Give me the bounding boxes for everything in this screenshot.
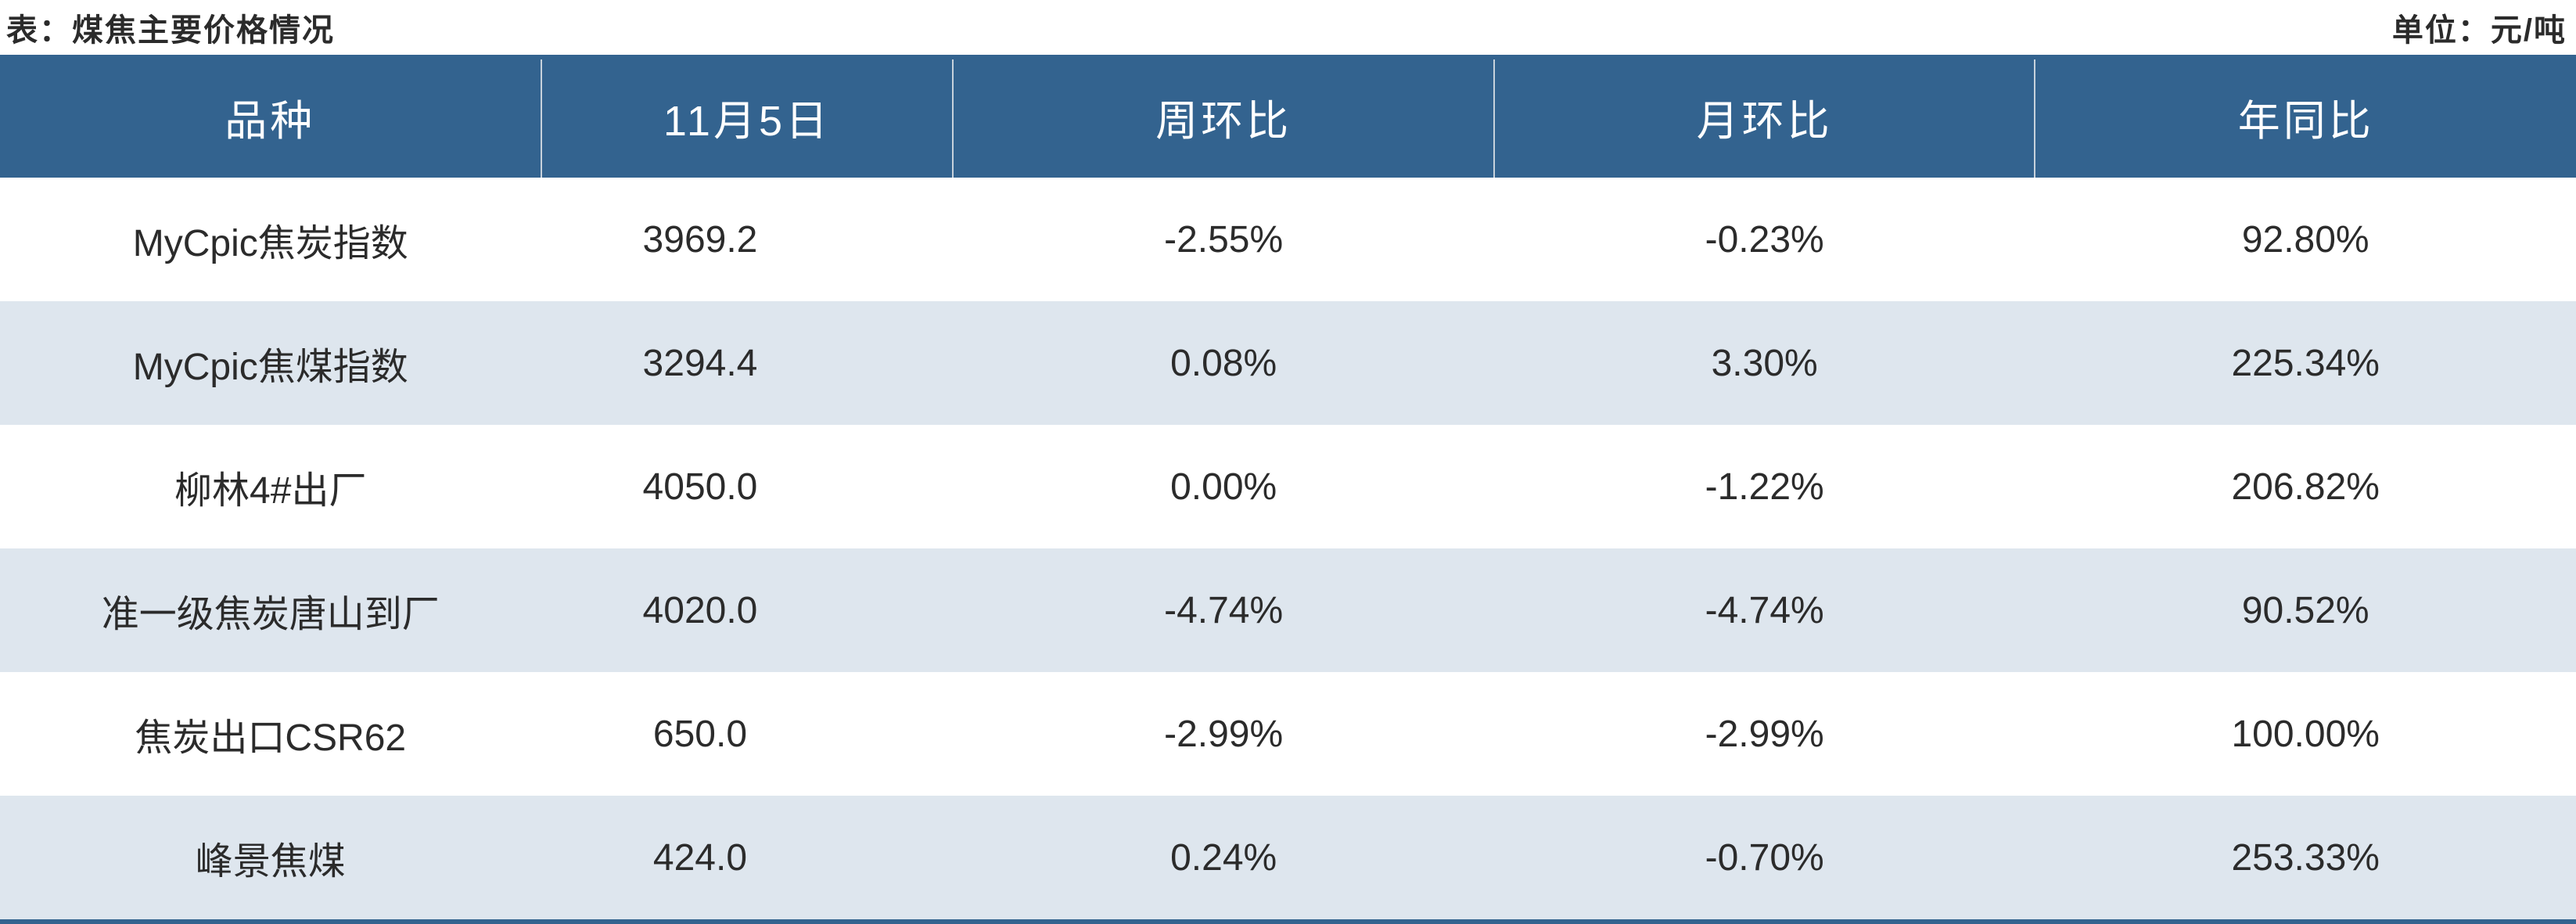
cell-wow: -4.74% xyxy=(953,548,1494,672)
table-row: MyCpic焦炭指数 3969.2 -2.55% -0.23% 92.80% xyxy=(0,178,2576,301)
cell-mom: -4.74% xyxy=(1494,548,2035,672)
table-body: MyCpic焦炭指数 3969.2 -2.55% -0.23% 92.80% M… xyxy=(0,178,2576,922)
cell-date: 650.0 xyxy=(541,672,954,796)
cell-yoy: 92.80% xyxy=(2035,178,2576,301)
table-head: 品种 11月5日 周环比 月环比 年同比 xyxy=(0,57,2576,178)
table-container: 表：煤焦主要价格情况 单位：元/吨 品种 11月5日 周环比 月环比 年同比 M… xyxy=(0,0,2576,924)
header-wow: 周环比 xyxy=(953,57,1494,178)
cell-wow: 0.08% xyxy=(953,301,1494,425)
table-row: 焦炭出口CSR62 650.0 -2.99% -2.99% 100.00% xyxy=(0,672,2576,796)
header-mom: 月环比 xyxy=(1494,57,2035,178)
cell-variety: MyCpic焦煤指数 xyxy=(0,301,541,425)
cell-date: 4020.0 xyxy=(541,548,954,672)
header-row: 品种 11月5日 周环比 月环比 年同比 xyxy=(0,57,2576,178)
cell-variety: 柳林4#出厂 xyxy=(0,425,541,548)
cell-mom: -2.99% xyxy=(1494,672,2035,796)
caption-left: 表：煤焦主要价格情况 xyxy=(6,5,335,50)
cell-yoy: 206.82% xyxy=(2035,425,2576,548)
caption-row: 表：煤焦主要价格情况 单位：元/吨 xyxy=(0,0,2576,55)
header-yoy: 年同比 xyxy=(2035,57,2576,178)
cell-mom: -0.23% xyxy=(1494,178,2035,301)
cell-variety: 焦炭出口CSR62 xyxy=(0,672,541,796)
cell-yoy: 100.00% xyxy=(2035,672,2576,796)
cell-date: 424.0 xyxy=(541,796,954,922)
cell-mom: -0.70% xyxy=(1494,796,2035,922)
table-row: MyCpic焦煤指数 3294.4 0.08% 3.30% 225.34% xyxy=(0,301,2576,425)
header-date: 11月5日 xyxy=(541,57,954,178)
cell-date: 3294.4 xyxy=(541,301,954,425)
cell-variety: MyCpic焦炭指数 xyxy=(0,178,541,301)
cell-variety: 准一级焦炭唐山到厂 xyxy=(0,548,541,672)
cell-yoy: 90.52% xyxy=(2035,548,2576,672)
cell-variety: 峰景焦煤 xyxy=(0,796,541,922)
cell-wow: 0.24% xyxy=(953,796,1494,922)
cell-wow: 0.00% xyxy=(953,425,1494,548)
cell-wow: -2.55% xyxy=(953,178,1494,301)
cell-yoy: 253.33% xyxy=(2035,796,2576,922)
table-row: 柳林4#出厂 4050.0 0.00% -1.22% 206.82% xyxy=(0,425,2576,548)
table-row: 准一级焦炭唐山到厂 4020.0 -4.74% -4.74% 90.52% xyxy=(0,548,2576,672)
price-table: 品种 11月5日 周环比 月环比 年同比 MyCpic焦炭指数 3969.2 -… xyxy=(0,55,2576,924)
cell-date: 3969.2 xyxy=(541,178,954,301)
caption-right: 单位：元/吨 xyxy=(2392,5,2567,50)
cell-date: 4050.0 xyxy=(541,425,954,548)
cell-yoy: 225.34% xyxy=(2035,301,2576,425)
header-variety: 品种 xyxy=(0,57,541,178)
cell-mom: -1.22% xyxy=(1494,425,2035,548)
cell-mom: 3.30% xyxy=(1494,301,2035,425)
cell-wow: -2.99% xyxy=(953,672,1494,796)
table-row: 峰景焦煤 424.0 0.24% -0.70% 253.33% xyxy=(0,796,2576,922)
